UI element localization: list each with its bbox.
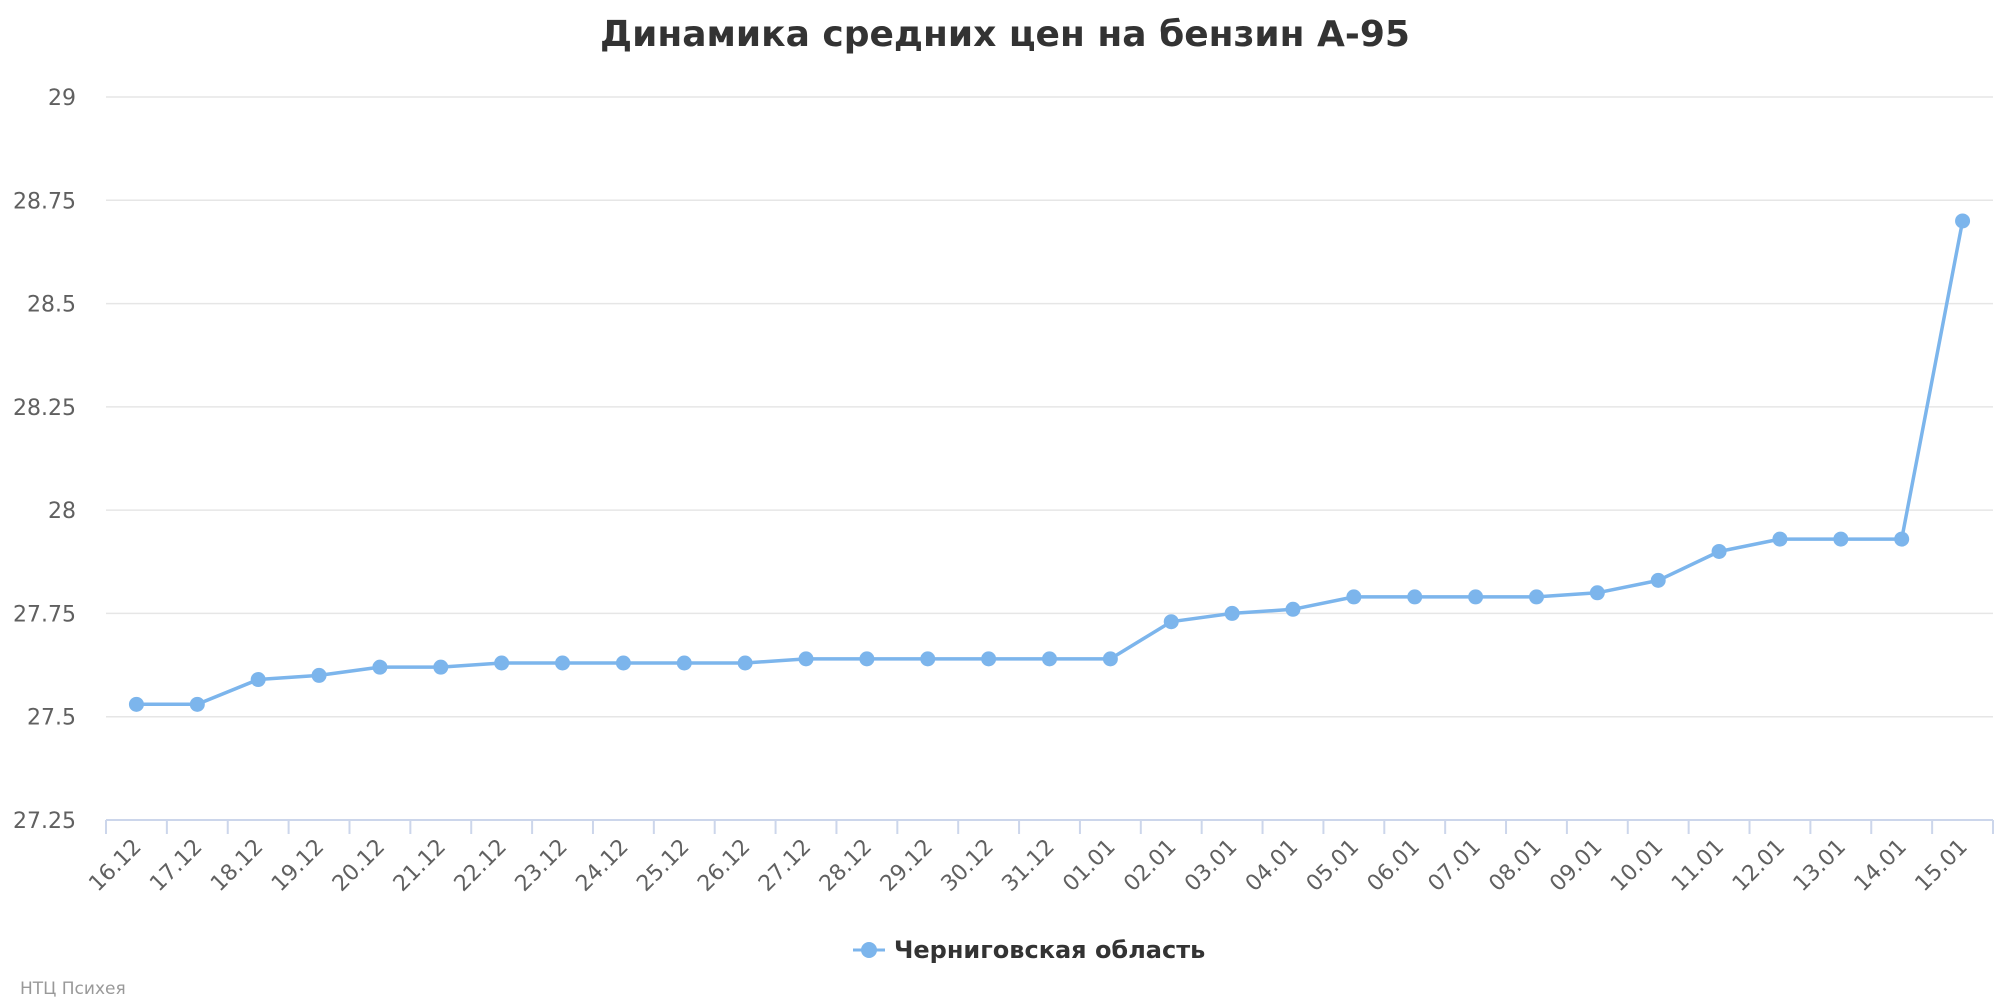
grid-lines (106, 96, 1993, 718)
x-tick-label: 16.12 (84, 835, 146, 897)
y-tick-label: 28.75 (13, 189, 76, 214)
x-tick-label: 17.12 (145, 835, 207, 897)
data-point[interactable] (798, 651, 814, 667)
legend-label: Черниговская область (894, 936, 1205, 964)
data-point[interactable] (859, 651, 875, 667)
data-point[interactable] (1468, 589, 1484, 605)
data-point[interactable] (128, 696, 144, 712)
x-tick-label: 31.12 (998, 835, 1060, 897)
data-point[interactable] (1833, 531, 1849, 547)
data-point[interactable] (372, 659, 388, 675)
x-tick-label: 21.12 (389, 835, 451, 897)
x-tick-label: 25.12 (632, 835, 694, 897)
y-tick-label: 28 (48, 499, 76, 524)
x-tick-label: 06.01 (1363, 835, 1425, 897)
series-line (134, 219, 1965, 707)
data-point[interactable] (555, 655, 571, 671)
x-tick-label: 15.01 (1911, 835, 1973, 897)
data-point[interactable] (920, 651, 936, 667)
x-axis: 16.1217.1218.1219.1220.1221.1222.1223.12… (84, 819, 1994, 897)
x-tick-label: 02.01 (1119, 835, 1181, 897)
x-tick-label: 13.01 (1789, 835, 1851, 897)
data-point[interactable] (311, 667, 327, 683)
y-tick-label: 27.75 (13, 602, 76, 627)
x-tick-label: 04.01 (1241, 835, 1303, 897)
data-point[interactable] (1711, 543, 1727, 559)
x-tick-label: 11.01 (1667, 835, 1729, 897)
y-tick-label: 27.25 (13, 809, 76, 834)
credits[interactable]: НТЦ Психея (20, 979, 126, 999)
data-point[interactable] (1650, 572, 1666, 588)
x-tick-label: 08.01 (1484, 835, 1546, 897)
x-tick-label: 26.12 (693, 835, 755, 897)
data-point[interactable] (1894, 531, 1910, 547)
y-tick-label: 29 (48, 86, 76, 111)
x-tick-label: 24.12 (571, 835, 633, 897)
x-tick-label: 10.01 (1606, 835, 1668, 897)
data-point[interactable] (1407, 589, 1423, 605)
x-tick-label: 27.12 (754, 835, 816, 897)
data-point[interactable] (1589, 585, 1605, 601)
data-point[interactable] (1346, 589, 1362, 605)
chart-title: Динамика средних цен на бензин А-95 (600, 14, 1410, 55)
x-tick-label: 20.12 (328, 835, 390, 897)
data-point[interactable] (1042, 651, 1057, 667)
legend[interactable]: Черниговская область (853, 936, 1205, 964)
x-tick-label: 23.12 (511, 835, 573, 897)
y-tick-label: 28.25 (13, 396, 76, 421)
x-tick-label: 01.01 (1058, 835, 1120, 897)
data-point[interactable] (1955, 213, 1971, 229)
x-tick-label: 07.01 (1424, 835, 1486, 897)
x-tick-label: 14.01 (1850, 835, 1912, 897)
data-point[interactable] (1528, 589, 1544, 605)
data-point[interactable] (981, 651, 997, 667)
data-point[interactable] (615, 655, 631, 671)
data-point[interactable] (494, 655, 510, 671)
data-point[interactable] (433, 659, 449, 675)
data-point[interactable] (1224, 605, 1240, 621)
x-tick-label: 18.12 (206, 835, 268, 897)
x-tick-label: 28.12 (815, 835, 877, 897)
x-tick-label: 05.01 (1302, 835, 1364, 897)
data-point[interactable] (1772, 531, 1788, 547)
x-tick-label: 12.01 (1728, 835, 1790, 897)
data-point[interactable] (189, 696, 205, 712)
data-point[interactable] (676, 655, 692, 671)
x-tick-label: 22.12 (450, 835, 512, 897)
data-point[interactable] (1163, 614, 1179, 630)
series-group (128, 213, 1971, 712)
y-axis: 27.25 27.5 27.75 28 28.25 28.5 28.75 29 (13, 86, 76, 834)
x-tick-label: 30.12 (937, 835, 999, 897)
data-point[interactable] (1102, 651, 1118, 667)
x-tick-label: 03.01 (1180, 835, 1242, 897)
data-point[interactable] (737, 655, 753, 671)
data-point[interactable] (250, 672, 266, 688)
y-tick-label: 27.5 (27, 706, 76, 731)
x-tick-label: 09.01 (1545, 835, 1607, 897)
data-point[interactable] (1285, 601, 1301, 617)
legend-marker (861, 942, 877, 958)
x-tick-label: 19.12 (267, 835, 329, 897)
y-tick-label: 28.5 (27, 293, 76, 318)
x-tick-label: 29.12 (876, 835, 938, 897)
